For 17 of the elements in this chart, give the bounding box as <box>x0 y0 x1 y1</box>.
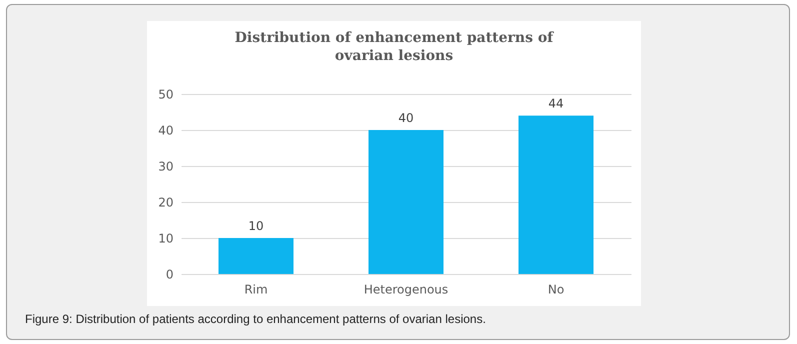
chart-title: Distribution of enhancement patterns of ovarian lesions <box>234 29 555 65</box>
x-tick-label: Rim <box>244 282 268 296</box>
data-label: 40 <box>398 111 414 125</box>
y-tick-label: 0 <box>166 268 174 282</box>
x-tick-label: Heterogenous <box>364 282 448 296</box>
bar <box>368 130 444 274</box>
x-tick-label: No <box>548 282 564 296</box>
data-label: 44 <box>548 96 564 111</box>
y-tick-label: 50 <box>158 88 174 102</box>
y-tick-label: 10 <box>158 232 174 246</box>
bar <box>218 238 294 274</box>
y-tick-label: 40 <box>158 124 174 138</box>
bar <box>518 116 594 274</box>
y-tick-label: 30 <box>158 160 174 174</box>
data-label: 10 <box>248 219 264 233</box>
caption: Figure 9: Distribution of patients according to enhancement patterns of ovarian lesions. <box>25 312 486 326</box>
y-tick-label: 20 <box>158 196 174 210</box>
